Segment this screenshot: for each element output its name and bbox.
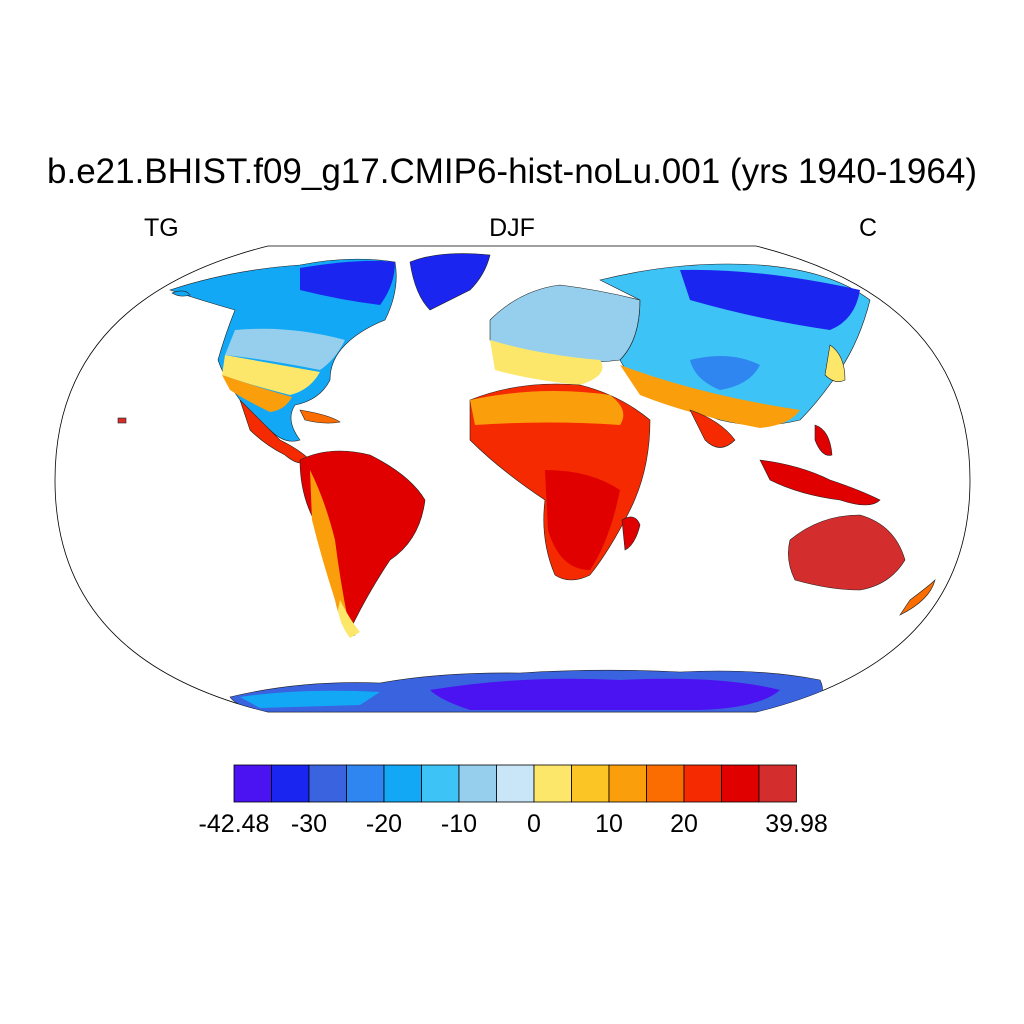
antarctica-interior xyxy=(430,678,780,710)
colorbar-swatch xyxy=(271,764,310,803)
season-label: DJF xyxy=(489,214,535,242)
colorbar-swatch xyxy=(383,764,422,803)
colorbar-labels: -42.48 -30 -20 -10 0 10 20 39.98 xyxy=(0,810,1024,850)
variable-label: TG xyxy=(144,214,179,242)
colorbar-tick-label: 39.98 xyxy=(765,810,828,838)
colorbar-swatch xyxy=(571,764,610,803)
colorbar-tick-label: -42.48 xyxy=(198,810,270,838)
colorbar-swatch xyxy=(721,764,760,803)
units-label: C xyxy=(859,214,878,242)
colorbar-swatch xyxy=(346,764,385,803)
colorbar-tick-label: 0 xyxy=(527,810,541,838)
colorbar-swatch xyxy=(458,764,497,803)
colorbar-tick-label: -30 xyxy=(290,810,328,838)
colorbar-swatch xyxy=(533,764,572,803)
colorbar-swatch xyxy=(646,764,685,803)
colorbar-swatch xyxy=(496,764,535,803)
se-asia-islands xyxy=(759,459,881,506)
colorbar-tick-label: -20 xyxy=(365,810,403,838)
colorbar-tick-label: 20 xyxy=(670,810,698,838)
colorbar-swatch xyxy=(421,764,460,803)
colorbar-swatch xyxy=(608,764,647,803)
colorbar-swatch xyxy=(308,764,347,803)
colorbar-swatch xyxy=(683,764,722,803)
plot-title: b.e21.BHIST.f09_g17.CMIP6-hist-noLu.001 … xyxy=(47,152,977,191)
new-zealand xyxy=(899,579,936,616)
australia xyxy=(788,514,906,591)
colorbar-swatch xyxy=(758,764,797,803)
colorbar-tick-label: 10 xyxy=(595,810,623,838)
greenland xyxy=(409,253,491,311)
colorbar-swatch xyxy=(233,764,272,803)
colorbar-tick-label: -10 xyxy=(440,810,478,838)
colorbar xyxy=(233,764,797,803)
